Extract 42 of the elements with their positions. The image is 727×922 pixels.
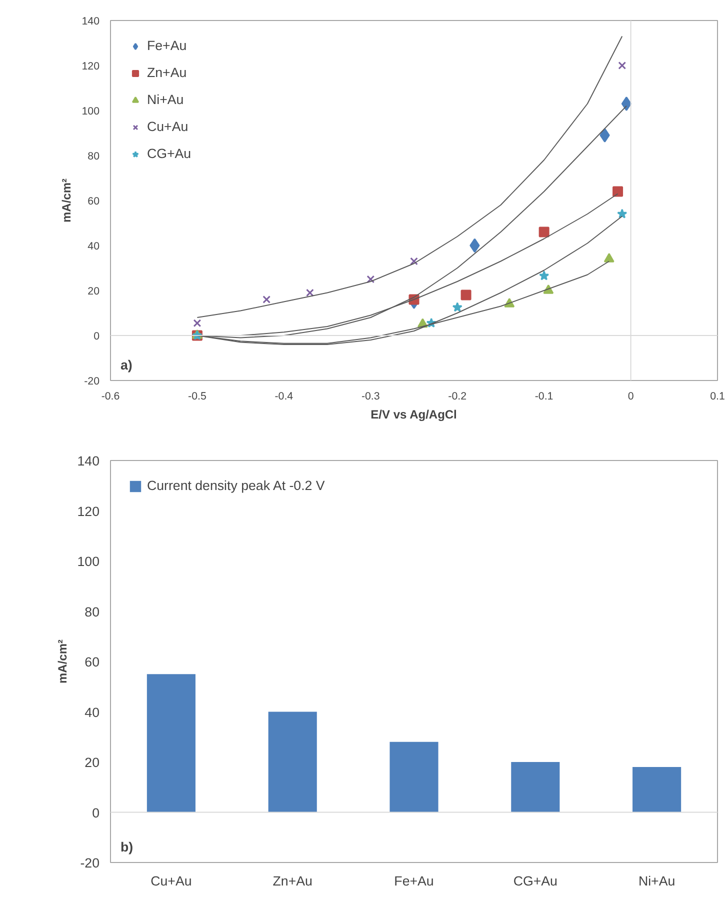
annotation: b) [120,840,134,854]
y-tick-label: 100 [82,106,100,118]
x-tick-label: -0.1 [534,390,554,402]
x-tick-label: 0.1 [710,390,725,402]
legend-label: Ni+Au [147,92,184,107]
x-tick-label: Cu+Au [150,874,192,888]
y-tick-label: 60 [84,654,100,670]
y-tick-label: 100 [77,554,100,569]
y-tick-label: 140 [77,454,100,468]
x-tick-label: -0.2 [448,390,467,402]
x-tick-label: -0.3 [361,390,380,402]
y-axis-title: mA/cm² [60,178,74,223]
y-tick-label: 80 [84,604,100,620]
y-tick-label: 40 [84,704,100,720]
y-tick-label: -20 [84,376,100,388]
y-tick-label: 40 [88,240,100,252]
y-tick-label: 0 [94,330,100,342]
legend-label: Cu+Au [147,119,188,134]
legend-label: Current density peak At -0.2 V [147,478,325,493]
y-tick-label: 140 [82,16,100,28]
y-tick-label: 20 [84,755,100,770]
x-tick-label: -0.6 [101,390,120,402]
x-tick-label: CG+Au [513,874,558,888]
y-tick-label: 20 [88,286,100,298]
legend-label: Zn+Au [147,65,187,80]
x-tick-label: -0.5 [188,390,206,402]
x-axis-title: E/V vs Ag/AgCl [370,408,457,422]
y-tick-label: -20 [80,856,100,870]
y-tick-label: 80 [88,150,100,162]
annotation: a) [120,358,132,372]
legend-label: CG+Au [147,146,192,161]
x-tick-label: Zn+Au [272,874,312,888]
x-tick-label: -0.4 [274,390,294,402]
x-tick-label: Ni+Au [638,874,676,888]
y-axis-title: mA/cm² [55,639,70,684]
y-tick-label: 120 [82,60,100,72]
x-tick-label: 0 [628,390,634,402]
y-tick-label: 0 [92,805,100,820]
y-tick-label: 60 [88,196,100,208]
x-tick-label: Fe+Au [394,874,434,888]
y-tick-label: 120 [77,504,100,519]
legend-label: Fe+Au [147,38,187,53]
